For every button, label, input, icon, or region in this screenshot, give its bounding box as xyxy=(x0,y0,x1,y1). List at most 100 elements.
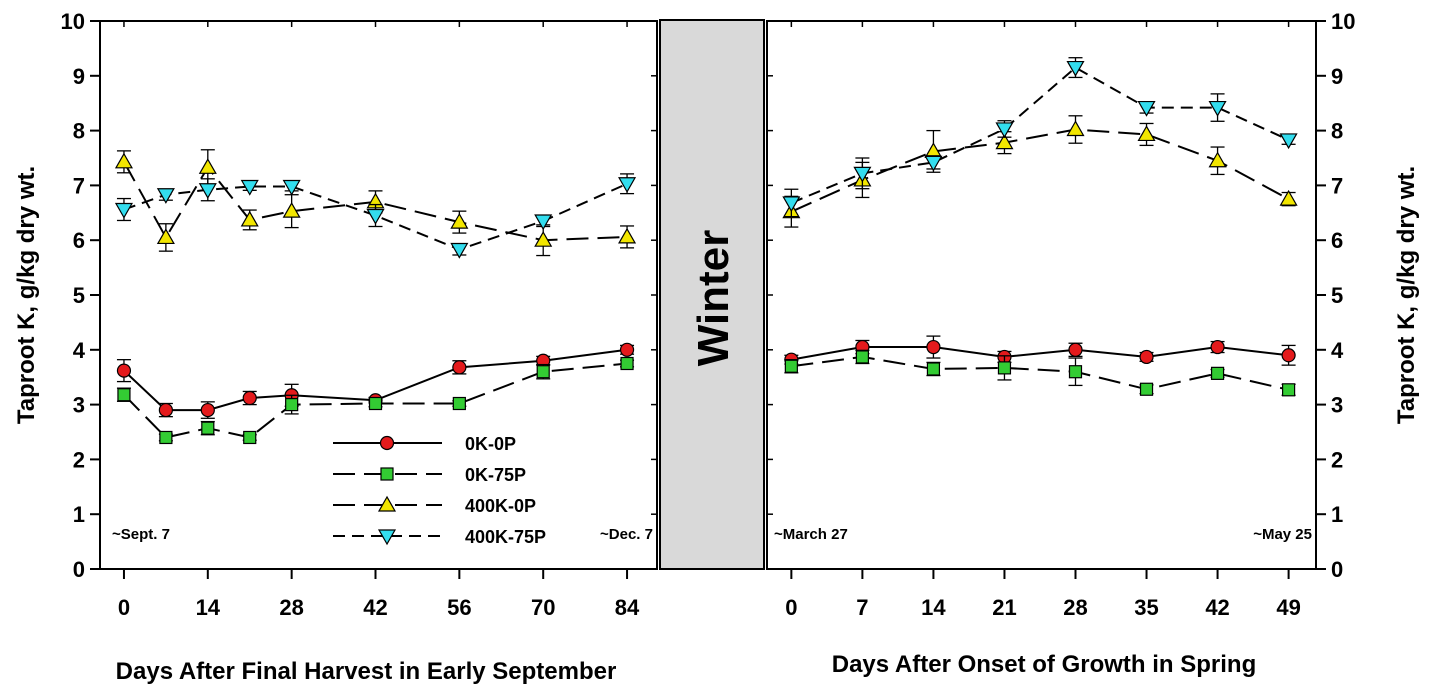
plot-frame-right xyxy=(766,20,1317,570)
y-tick-label-left: 9 xyxy=(73,64,85,89)
data-point-400k-0p xyxy=(995,133,1014,150)
data-point-0k-75p xyxy=(159,430,173,445)
data-point-0k-75p xyxy=(1210,366,1225,380)
y-tick-label-left: 5 xyxy=(73,283,85,308)
data-point-400k-0p xyxy=(450,212,469,229)
legend-label-0k-75p: 0K-75P xyxy=(465,465,526,485)
y-tick-label-left: 2 xyxy=(73,447,85,472)
data-point-0k-75p xyxy=(1282,383,1296,397)
note-sept: ~Sept. 7 xyxy=(112,526,170,543)
data-point-0k-0p xyxy=(619,342,635,357)
y-tick-label-right: 5 xyxy=(1331,283,1343,308)
data-point-0k-75p xyxy=(201,421,215,435)
y-tick-label-right: 0 xyxy=(1331,557,1343,582)
x-tick-label-right: 28 xyxy=(1063,595,1087,620)
data-point-400k-0p xyxy=(282,201,301,218)
series-line-400k-75p-left xyxy=(123,182,628,251)
x-tick-label-right: 7 xyxy=(856,595,868,620)
x-tick-label-left: 84 xyxy=(615,595,640,620)
data-point-400k-75p xyxy=(114,202,133,219)
data-point-0k-75p xyxy=(926,362,941,376)
y-tick-label-right: 8 xyxy=(1331,119,1343,144)
y-tick-label-left: 1 xyxy=(73,502,85,527)
note-may: ~May 25 xyxy=(1253,526,1312,543)
x-axis-title-left: Days After Final Harvest in Early Septem… xyxy=(116,658,617,685)
y-tick-label-left: 7 xyxy=(73,173,85,198)
y-tick-label-left: 4 xyxy=(73,338,86,363)
data-point-0k-75p xyxy=(1139,382,1154,396)
x-tick-label-left: 70 xyxy=(531,595,555,620)
data-point-0k-0p xyxy=(1210,339,1225,355)
y-tick-label-right: 9 xyxy=(1331,64,1343,89)
legend-marker-0k-75p xyxy=(380,467,394,481)
series-line-400k-0p-left xyxy=(123,161,628,242)
x-tick-label-right: 0 xyxy=(785,595,797,620)
note-dec: ~Dec. 7 xyxy=(600,526,653,543)
x-tick-label-right: 49 xyxy=(1276,595,1300,620)
legend-label-400k-0p: 400K-0P xyxy=(465,496,536,516)
data-point-0k-0p xyxy=(158,402,173,418)
x-tick-label-right: 35 xyxy=(1134,595,1158,620)
data-point-400k-0p xyxy=(1208,151,1227,168)
data-point-0k-0p xyxy=(926,339,941,355)
data-point-400k-75p xyxy=(282,179,301,196)
data-point-400k-75p xyxy=(366,208,385,225)
data-point-0k-75p xyxy=(1068,365,1083,379)
data-point-0k-0p xyxy=(1068,342,1083,357)
data-point-400k-0p xyxy=(618,227,637,244)
series-line-0k-0p-right xyxy=(791,346,1289,361)
data-point-400k-75p xyxy=(618,177,637,193)
y-tick-label-right: 2 xyxy=(1331,447,1343,472)
series-line-400k-0p-right xyxy=(790,128,1290,213)
data-point-0k-75p xyxy=(997,361,1012,375)
data-point-400k-75p xyxy=(534,214,553,231)
y-tick-label-right: 4 xyxy=(1331,338,1344,363)
data-point-400k-75p xyxy=(782,196,801,213)
data-point-400k-75p xyxy=(198,183,217,199)
data-point-400k-75p xyxy=(1208,100,1227,117)
plot-frame-left xyxy=(99,20,658,570)
data-point-0k-0p xyxy=(1281,348,1296,363)
data-point-0k-75p xyxy=(536,365,550,379)
data-point-0k-75p xyxy=(452,396,466,411)
data-point-0k-75p xyxy=(285,398,299,412)
x-tick-label-left: 0 xyxy=(118,595,130,620)
legend-marker-0k-0p xyxy=(379,435,395,451)
data-point-0k-0p xyxy=(200,402,215,418)
y-tick-label-left: 3 xyxy=(73,393,85,418)
data-point-400k-0p xyxy=(1137,125,1156,142)
data-point-400k-75p xyxy=(1279,133,1298,150)
data-point-400k-0p xyxy=(198,158,217,174)
y-tick-label-left: 6 xyxy=(73,228,85,253)
data-point-400k-75p xyxy=(1137,100,1156,117)
x-tick-label-left: 14 xyxy=(196,595,221,620)
data-point-400k-75p xyxy=(995,122,1014,139)
data-point-0k-0p xyxy=(116,363,132,378)
data-point-0k-75p xyxy=(243,430,257,445)
y-tick-label-right: 3 xyxy=(1331,393,1343,418)
right-panel: 0 1 2 3 4 5 6 7 8 9 10 0 7 14 21 28 35 42 49 xyxy=(766,9,1355,620)
data-point-400k-75p xyxy=(1066,60,1085,77)
x-tick-label-left: 42 xyxy=(363,595,387,620)
y-tick-label-left: 10 xyxy=(61,9,85,34)
data-point-400k-75p xyxy=(450,242,469,259)
data-point-400k-75p xyxy=(156,188,175,204)
y-tick-label-right: 6 xyxy=(1331,228,1343,253)
x-tick-label-right: 42 xyxy=(1205,595,1229,620)
y-tick-label-right: 10 xyxy=(1331,9,1355,34)
data-point-400k-0p xyxy=(1279,189,1298,206)
data-point-400k-75p xyxy=(924,155,943,172)
data-point-0k-75p xyxy=(855,350,869,364)
data-point-400k-0p xyxy=(114,152,133,169)
y-tick-label-right: 7 xyxy=(1331,173,1343,198)
y-tick-label-right: 1 xyxy=(1331,502,1343,527)
legend-label-400k-75p: 400K-75P xyxy=(465,527,546,547)
data-point-400k-75p xyxy=(240,179,259,196)
legend-marker-400k-75p xyxy=(377,529,397,546)
y-axis-title-right: Taproot K, g/kg dry wt. xyxy=(1393,166,1420,424)
data-point-0k-0p xyxy=(452,360,467,375)
data-point-400k-0p xyxy=(240,210,259,227)
data-point-400k-0p xyxy=(156,228,175,245)
y-axis-title-left: Taproot K, g/kg dry wt. xyxy=(13,166,40,424)
